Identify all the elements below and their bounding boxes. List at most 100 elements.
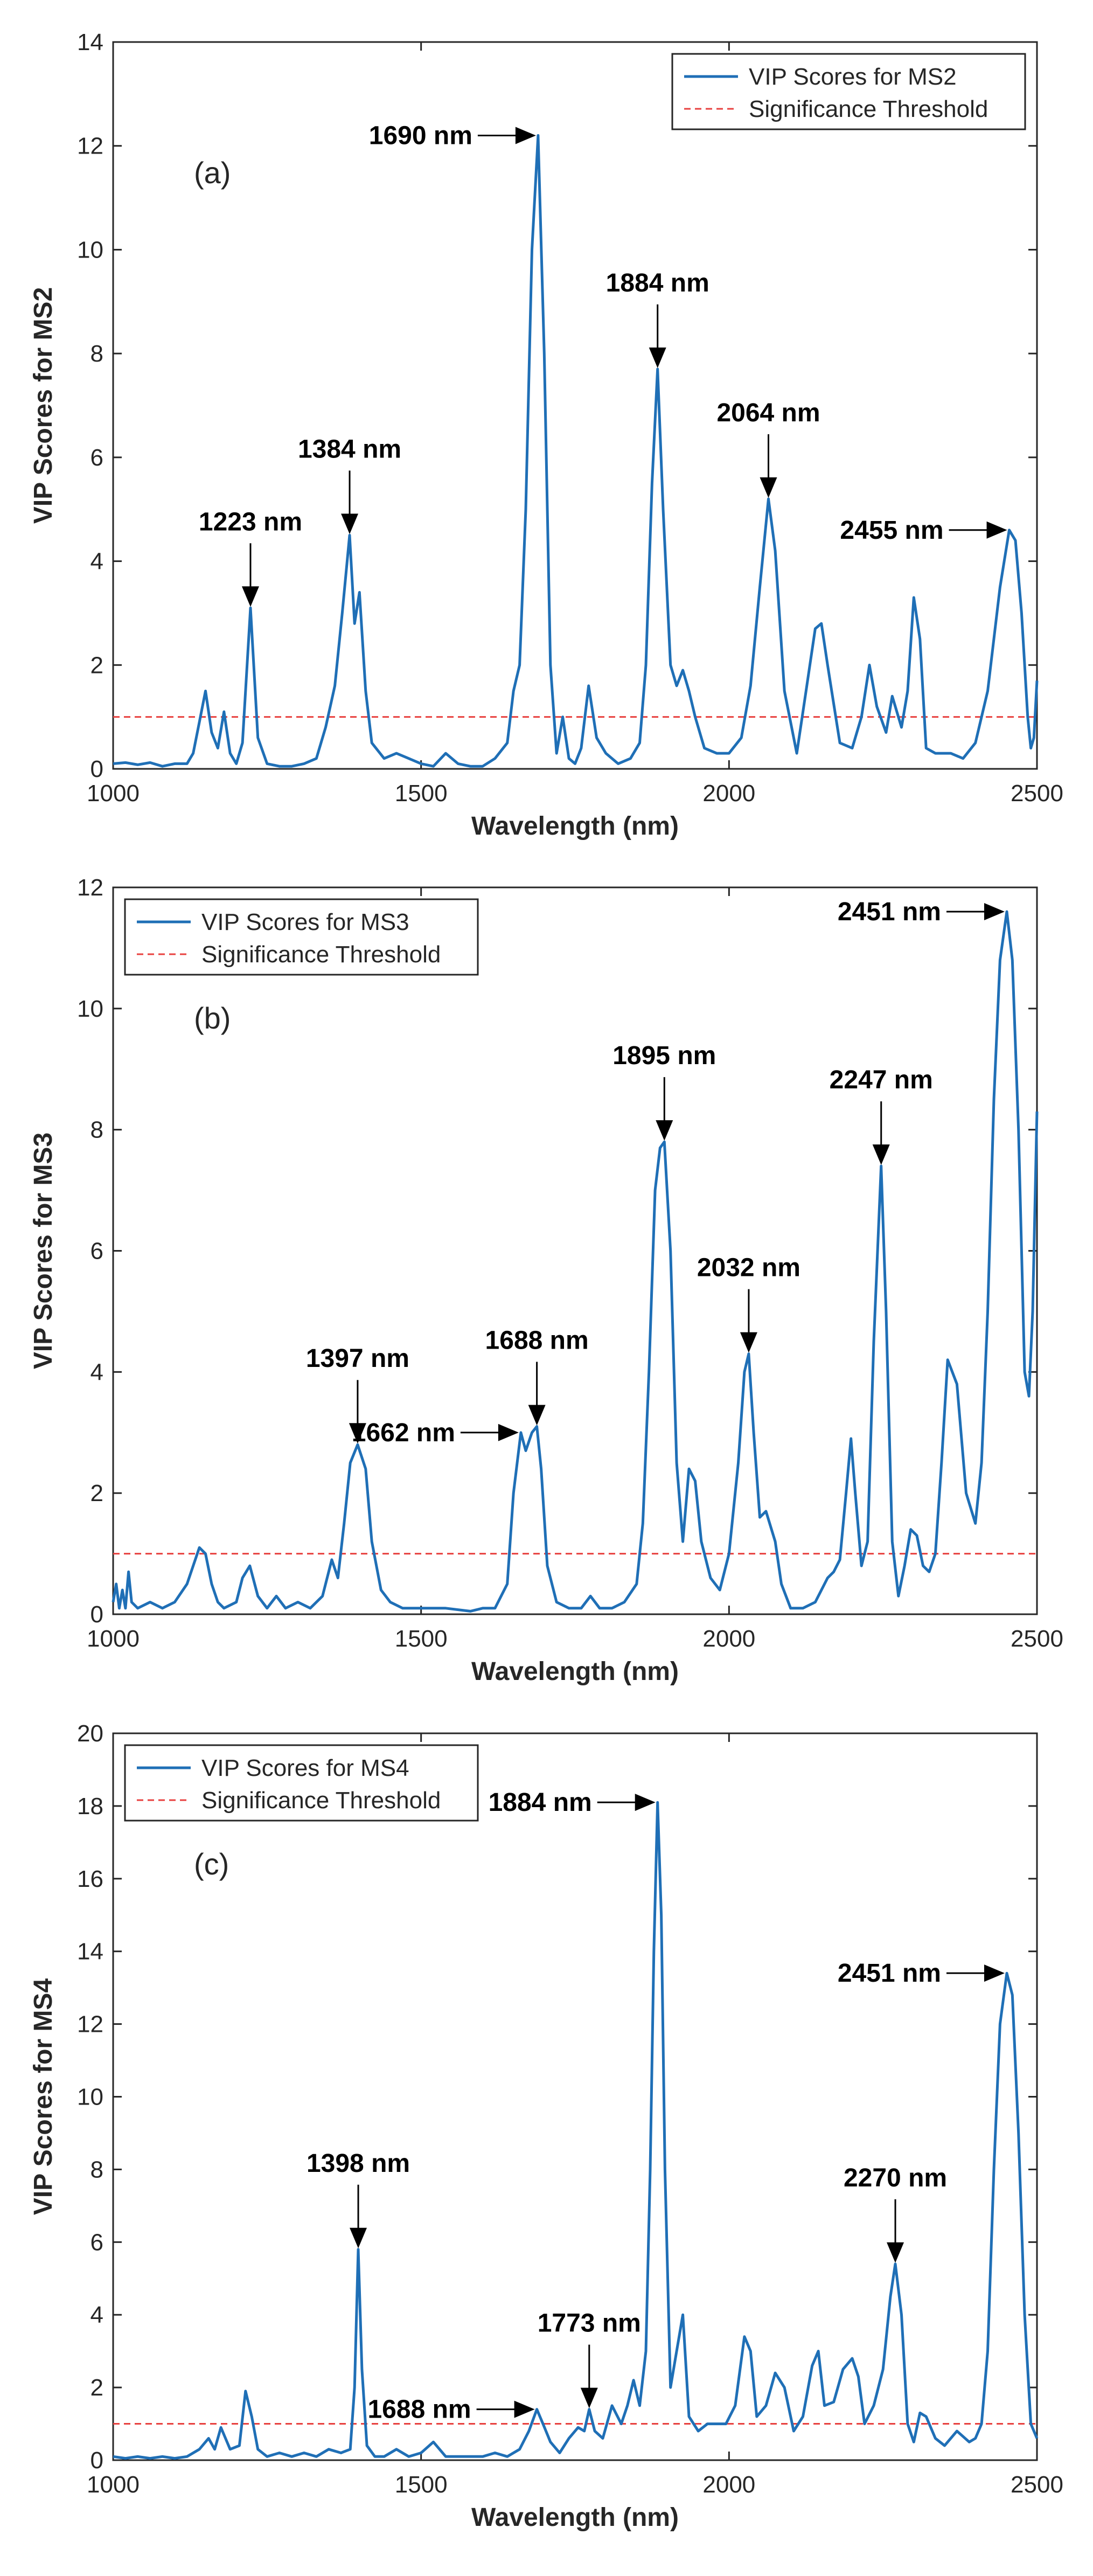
peak-annotation: 1895 nm <box>612 1041 716 1141</box>
x-tick-label: 2500 <box>1011 2471 1063 2498</box>
peak-annotation: 1223 nm <box>199 508 302 607</box>
chart-panel-b: 1000 1500 2000 2500 0 2 4 6 8 10 12 Wavelength (nm)… <box>29 874 1063 1686</box>
peak-annotation: 2247 nm <box>830 1066 933 1165</box>
x-tick-label: 2500 <box>1011 1626 1063 1652</box>
annotation-label: 1223 nm <box>199 508 302 536</box>
y-tick-label: 12 <box>77 2011 103 2038</box>
annotation-arrow-head <box>498 1424 519 1441</box>
legend-entry-series: VIP Scores for MS2 <box>749 64 957 90</box>
peak-annotation: 1397 nm <box>306 1344 409 1444</box>
y-tick-label: 12 <box>77 874 103 901</box>
annotation-label: 2451 nm <box>838 1959 941 1988</box>
y-tick-label: 20 <box>77 1720 103 1747</box>
peak-annotation: 1688 nm <box>367 2396 535 2424</box>
legend-entry-threshold: Significance Threshold <box>201 941 441 968</box>
peak-annotation: 1398 nm <box>307 2149 410 2248</box>
peak-annotation: 1690 nm <box>369 121 536 150</box>
y-tick-label: 8 <box>90 1117 103 1143</box>
peak-annotation: 2451 nm <box>838 1959 1005 1988</box>
y-tick-label: 6 <box>90 1238 103 1265</box>
annotation-label: 1884 nm <box>489 1788 592 1817</box>
y-tick-label: 0 <box>90 1601 103 1628</box>
x-tick-label: 1500 <box>395 1626 448 1652</box>
peak-annotation: 1688 nm <box>485 1327 589 1426</box>
annotation-arrow-head <box>984 902 1005 920</box>
x-axis-label: Wavelength (nm) <box>471 812 679 841</box>
legend: VIP Scores for MS4 Significance Threshold <box>124 1744 479 1822</box>
y-tick-label: 14 <box>77 1939 103 1965</box>
y-tick-label: 18 <box>77 1793 103 1820</box>
annotation-label: 2064 nm <box>716 399 820 427</box>
y-tick-label: 10 <box>77 237 103 263</box>
y-tick-label: 8 <box>90 2156 103 2183</box>
y-tick-label: 0 <box>90 756 103 782</box>
vip-score-line <box>113 134 1039 768</box>
x-tick-label: 1500 <box>395 2471 448 2498</box>
annotation-arrow-head <box>984 1964 1005 1982</box>
annotation-label: 1690 nm <box>369 121 472 150</box>
legend: VIP Scores for MS2 Significance Threshold <box>671 53 1026 130</box>
vip-score-line <box>113 1801 1039 2460</box>
y-tick-label: 6 <box>90 445 103 471</box>
peak-annotation: 2270 nm <box>844 2164 947 2263</box>
annotation-arrow-head <box>341 513 359 534</box>
x-tick-label: 1000 <box>87 2471 140 2498</box>
y-tick-label: 12 <box>77 133 103 159</box>
legend-box <box>671 53 1026 130</box>
y-tick-label: 2 <box>90 2374 103 2401</box>
y-axis-label: VIP Scores for MS2 <box>29 287 58 524</box>
x-tick-label: 2500 <box>1011 780 1063 807</box>
annotation-label: 1895 nm <box>612 1041 716 1070</box>
peak-annotation: 1884 nm <box>606 269 709 369</box>
chart-panel-c: 1000 1500 2000 2500 0 2 4 6 8 10 12 14 16 18 20 Wavelen… <box>29 1720 1063 2532</box>
peak-annotation: 2451 nm <box>838 898 1005 926</box>
annotation-label: 2032 nm <box>697 1254 800 1282</box>
x-tick-label: 1500 <box>395 780 448 807</box>
annotation-arrow-head <box>635 1794 656 1811</box>
y-axis-label: VIP Scores for MS3 <box>29 1133 58 1369</box>
annotation-label: 1398 nm <box>307 2149 410 2178</box>
annotation-arrow-head <box>760 477 777 498</box>
legend: VIP Scores for MS3 Significance Threshold <box>124 898 479 976</box>
annotation-label: 1662 nm <box>352 1419 455 1447</box>
x-tick-label: 2000 <box>702 780 755 807</box>
peak-annotation: 2064 nm <box>716 399 820 498</box>
peak-annotation: 1884 nm <box>489 1788 656 1817</box>
plot-frame <box>112 1732 1038 2461</box>
plot-frame <box>112 886 1038 1615</box>
y-tick-label: 4 <box>90 2302 103 2328</box>
annotation-arrow-head <box>887 2242 904 2263</box>
legend-entry-threshold: Significance Threshold <box>201 1787 441 1814</box>
y-tick-label: 8 <box>90 341 103 367</box>
annotation-label: 2247 nm <box>830 1066 933 1094</box>
peak-annotation: 1773 nm <box>538 2309 641 2408</box>
x-tick-label: 2000 <box>702 1626 755 1652</box>
annotation-label: 1384 nm <box>298 435 401 463</box>
annotation-label: 2270 nm <box>844 2164 947 2192</box>
annotation-label: 2451 nm <box>838 898 941 926</box>
annotation-label: 2455 nm <box>840 516 943 545</box>
x-tick-label: 1000 <box>87 1626 140 1652</box>
y-tick-label: 2 <box>90 652 103 678</box>
y-tick-label: 16 <box>77 1866 103 1892</box>
legend-entry-series: VIP Scores for MS4 <box>201 1755 409 1781</box>
annotation-label: 1773 nm <box>538 2309 641 2338</box>
y-tick-label: 14 <box>77 29 103 55</box>
y-axis-label: VIP Scores for MS4 <box>29 1978 58 2216</box>
peak-annotation: 1662 nm <box>352 1419 519 1447</box>
x-tick-label: 2000 <box>702 2471 755 2498</box>
annotation-arrow-head <box>241 586 259 607</box>
annotation-arrow-head <box>740 1332 757 1353</box>
annotation-label: 1884 nm <box>606 269 709 297</box>
panel-label: (c) <box>194 1847 229 1881</box>
legend-entry-threshold: Significance Threshold <box>749 96 988 122</box>
peak-annotation: 1384 nm <box>298 435 401 534</box>
annotation-arrow-head <box>649 348 666 369</box>
annotation-label: 1688 nm <box>485 1327 589 1355</box>
panel-label: (b) <box>194 1001 231 1035</box>
chart-panel-a: 1000 1500 2000 2500 0 2 4 6 8 10 12 14 Wavelength (n… <box>29 29 1063 841</box>
annotation-arrow-head <box>350 2227 367 2248</box>
y-tick-label: 6 <box>90 2229 103 2255</box>
y-tick-label: 2 <box>90 1480 103 1506</box>
